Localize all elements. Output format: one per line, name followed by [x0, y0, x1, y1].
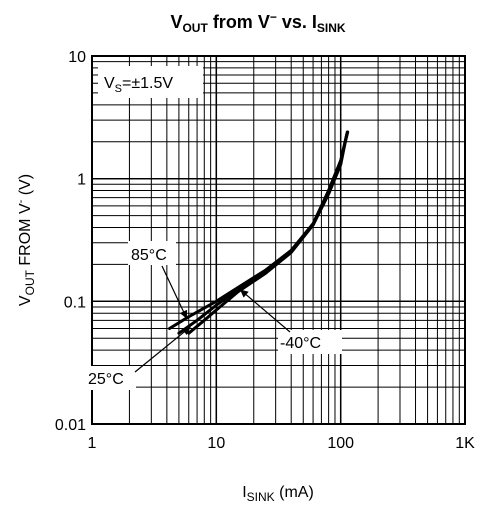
y-tick-label: 10: [68, 49, 86, 66]
plot-frame: [91, 55, 466, 425]
arrowhead: [179, 309, 188, 319]
x-tick-label: 100: [327, 435, 354, 452]
condition-box: VS=±1.5V: [98, 66, 203, 98]
arrowhead: [239, 289, 249, 298]
annotation-m40c-arrow: [239, 288, 291, 333]
x-tick-label: 1: [88, 435, 97, 452]
annotation-m40c-label: -40°C: [280, 335, 321, 352]
x-axis-label: ISINK (mA): [242, 484, 314, 504]
annotation-m40c: -40°C: [239, 288, 342, 354]
annotation-85c: 85°C: [128, 241, 188, 320]
grid: [91, 55, 466, 425]
annotation-25c-arrow: [134, 326, 191, 373]
x-tick-label: 1K: [455, 435, 475, 452]
series-line-0: [168, 132, 349, 330]
arrowhead: [181, 326, 191, 335]
tick-labels: 1 10 100 1K 10 1 0.1 0.01: [55, 49, 475, 452]
y-axis-label: VOUT FROM V- (V): [15, 174, 37, 306]
y-tick-label: 0.01: [55, 417, 86, 434]
y-tick-label: 1: [77, 172, 86, 189]
annotation-25c: 25°C: [86, 326, 191, 390]
annotation-85c-label: 85°C: [131, 247, 167, 264]
chart-title: VOUT from V− vs. ISINK: [170, 10, 345, 35]
series-lines: [168, 130, 350, 335]
condition-label: VS=±1.5V: [104, 75, 173, 95]
annotations: 85°C 25°C -40°C: [86, 241, 342, 390]
annotation-25c-label: 25°C: [88, 371, 124, 388]
series-line-2: [187, 130, 350, 335]
y-tick-label: 0.1: [64, 294, 86, 311]
annotation-85c-arrow: [161, 265, 188, 320]
x-tick-label: 10: [207, 435, 225, 452]
